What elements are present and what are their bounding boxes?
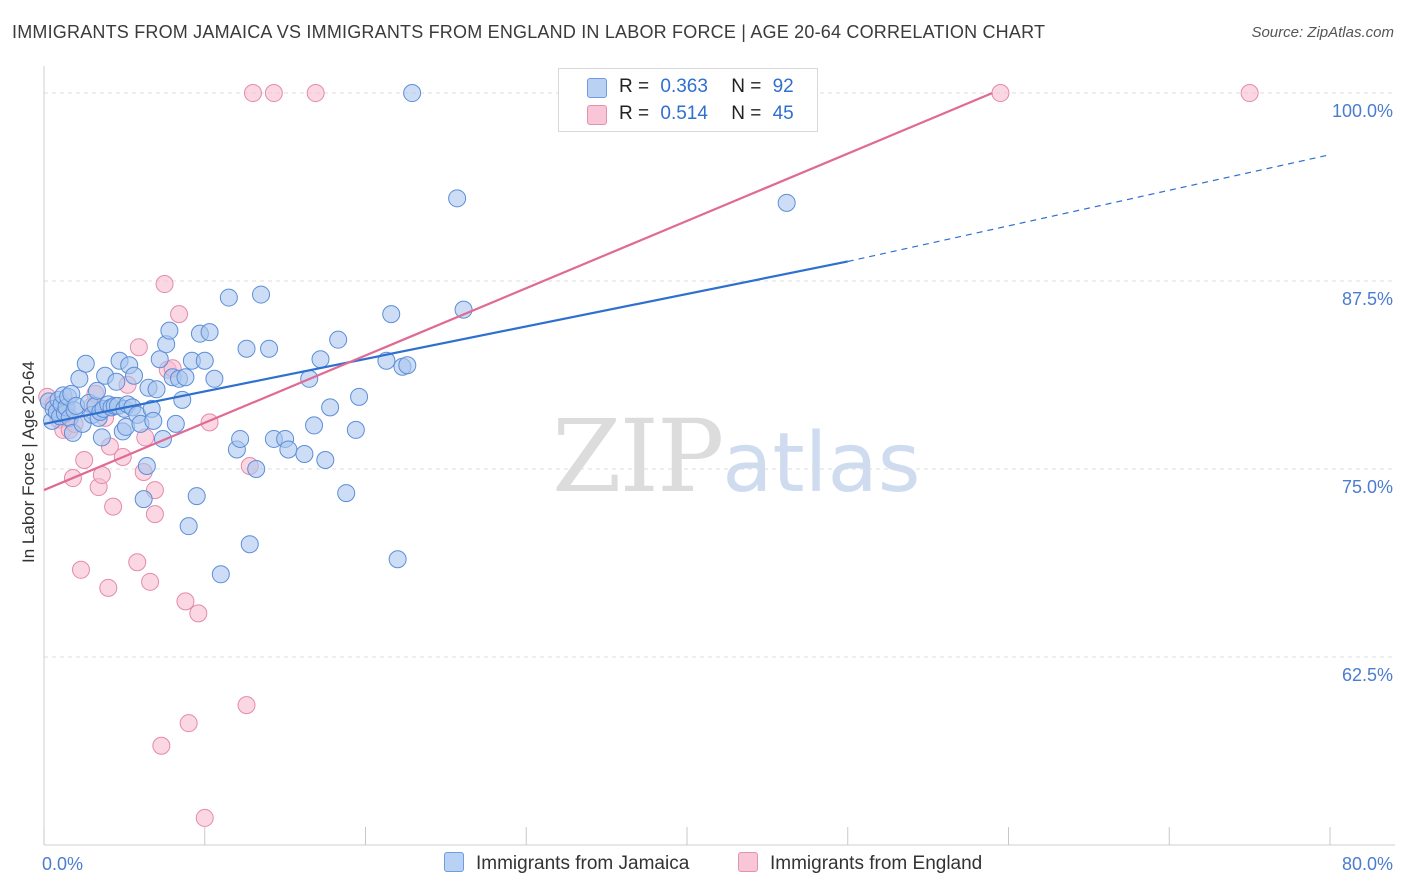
point-england bbox=[145, 505, 164, 524]
chart-title: IMMIGRANTS FROM JAMAICA VS IMMIGRANTS FR… bbox=[12, 22, 1046, 42]
point-jamaica bbox=[337, 484, 356, 503]
point-jamaica bbox=[403, 84, 422, 103]
point-jamaica bbox=[279, 440, 298, 459]
point-jamaica bbox=[166, 414, 185, 433]
point-england bbox=[152, 736, 171, 755]
point-jamaica bbox=[219, 288, 238, 307]
x-tick-label: 80.0% bbox=[1342, 854, 1393, 874]
point-jamaica bbox=[237, 339, 256, 358]
point-jamaica bbox=[295, 444, 314, 463]
y-axis-label: In Labor Force | Age 20-64 bbox=[19, 361, 38, 563]
point-jamaica bbox=[247, 460, 266, 479]
point-jamaica bbox=[92, 428, 111, 447]
point-england bbox=[243, 84, 262, 103]
point-jamaica bbox=[321, 398, 340, 417]
point-jamaica bbox=[252, 285, 271, 304]
point-jamaica bbox=[70, 369, 89, 388]
point-jamaica bbox=[350, 387, 369, 406]
point-jamaica bbox=[76, 354, 95, 373]
point-jamaica bbox=[316, 450, 335, 469]
legend-n-value-jamaica: 92 bbox=[772, 76, 794, 97]
point-jamaica bbox=[88, 381, 107, 400]
trendline-england bbox=[43, 92, 993, 492]
point-england bbox=[75, 450, 94, 469]
y-tick-label: 75.0% bbox=[1342, 477, 1393, 497]
point-jamaica bbox=[187, 487, 206, 506]
point-jamaica bbox=[134, 490, 153, 509]
source-label: Source: ZipAtlas.com bbox=[1251, 24, 1394, 41]
point-england bbox=[1240, 84, 1259, 103]
x-tick-label: 0.0% bbox=[42, 854, 83, 874]
point-jamaica bbox=[179, 517, 198, 536]
bottom-legend-england: Immigrants from England bbox=[738, 852, 982, 876]
legend-swatch-england bbox=[587, 105, 607, 125]
trendline-jamaica bbox=[43, 260, 848, 425]
point-jamaica bbox=[777, 193, 796, 212]
point-jamaica bbox=[231, 429, 250, 448]
point-england bbox=[71, 560, 90, 579]
point-england bbox=[179, 714, 198, 733]
bottom-legend-swatch-england bbox=[738, 852, 758, 872]
point-england bbox=[991, 84, 1010, 103]
y-tick-label: 62.5% bbox=[1342, 665, 1393, 685]
point-england bbox=[104, 497, 123, 516]
watermark-atlas: atlas bbox=[722, 416, 921, 511]
point-england bbox=[99, 578, 118, 597]
point-jamaica bbox=[448, 189, 467, 208]
point-jamaica bbox=[150, 350, 169, 369]
bottom-legend-jamaica: Immigrants from Jamaica bbox=[444, 852, 689, 876]
point-jamaica bbox=[388, 550, 407, 569]
point-england bbox=[155, 275, 174, 294]
point-england bbox=[141, 572, 160, 591]
point-jamaica bbox=[311, 350, 330, 369]
bottom-legend-label-jamaica: Immigrants from Jamaica bbox=[476, 853, 690, 874]
point-england bbox=[176, 592, 195, 611]
point-england bbox=[128, 553, 147, 572]
point-jamaica bbox=[125, 366, 144, 385]
legend-n-label: N = bbox=[731, 103, 762, 124]
legend-r-value-jamaica: 0.363 bbox=[660, 76, 708, 97]
legend-box: R = 0.363 N = 92 R = 0.514 N = 45 bbox=[558, 68, 818, 132]
point-jamaica bbox=[200, 323, 219, 342]
watermark: ZIPatlas bbox=[552, 398, 920, 515]
legend-n-value-england: 45 bbox=[772, 103, 794, 124]
point-jamaica bbox=[160, 321, 179, 340]
legend-r-label: R = bbox=[619, 76, 650, 97]
bottom-legend-label-england: Immigrants from England bbox=[770, 853, 983, 874]
point-england bbox=[170, 305, 189, 324]
watermark-zip: ZIP bbox=[552, 398, 724, 515]
point-jamaica bbox=[211, 565, 230, 584]
point-jamaica bbox=[329, 330, 348, 349]
point-jamaica bbox=[147, 380, 166, 399]
point-england bbox=[264, 84, 283, 103]
y-tick-label: 100.0% bbox=[1332, 101, 1393, 121]
point-jamaica bbox=[398, 356, 417, 375]
legend-r-label: R = bbox=[619, 103, 650, 124]
point-jamaica bbox=[382, 305, 401, 324]
point-jamaica bbox=[454, 300, 473, 319]
point-england bbox=[189, 604, 208, 623]
point-jamaica bbox=[195, 351, 214, 370]
point-jamaica bbox=[240, 535, 259, 554]
legend-n-label: N = bbox=[731, 76, 762, 97]
point-jamaica bbox=[176, 368, 195, 387]
trendline-jamaica-projection bbox=[847, 154, 1331, 263]
point-jamaica bbox=[144, 411, 163, 430]
point-jamaica bbox=[260, 339, 279, 358]
point-england bbox=[237, 696, 256, 715]
point-jamaica bbox=[305, 416, 324, 435]
point-jamaica bbox=[205, 369, 224, 388]
point-england bbox=[306, 84, 325, 103]
bottom-legend-swatch-jamaica bbox=[444, 852, 464, 872]
y-tick-label: 87.5% bbox=[1342, 289, 1393, 309]
point-jamaica bbox=[137, 457, 156, 476]
point-jamaica bbox=[107, 372, 126, 391]
point-england bbox=[195, 808, 214, 827]
legend-swatch-jamaica bbox=[587, 78, 607, 98]
legend-r-value-england: 0.514 bbox=[660, 103, 708, 124]
point-england bbox=[129, 338, 148, 357]
point-jamaica bbox=[346, 420, 365, 439]
